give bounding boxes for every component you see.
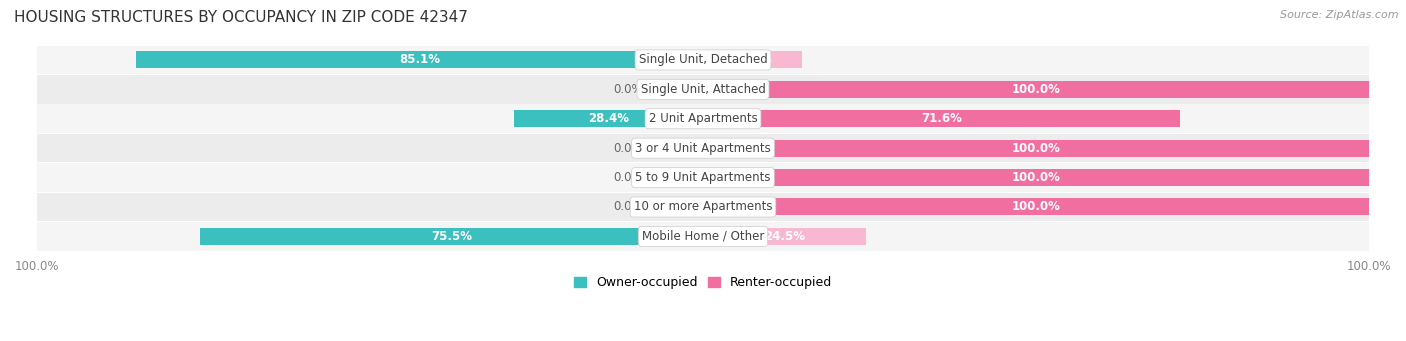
Bar (37, 134, 1369, 162)
Text: Mobile Home / Other: Mobile Home / Other (641, 230, 765, 243)
Text: HOUSING STRUCTURES BY OCCUPANCY IN ZIP CODE 42347: HOUSING STRUCTURES BY OCCUPANCY IN ZIP C… (14, 10, 468, 25)
Text: Source: ZipAtlas.com: Source: ZipAtlas.com (1281, 10, 1399, 20)
Text: 100.0%: 100.0% (1011, 142, 1060, 155)
Text: 3 or 4 Unit Apartments: 3 or 4 Unit Apartments (636, 142, 770, 155)
Text: 85.1%: 85.1% (399, 54, 440, 66)
Bar (703, 169, 1369, 186)
Bar (37, 75, 1369, 104)
Text: 100.0%: 100.0% (1011, 201, 1060, 213)
Bar (703, 228, 866, 245)
Text: 0.0%: 0.0% (613, 171, 643, 184)
Text: 100.0%: 100.0% (1011, 83, 1060, 96)
Bar (515, 110, 703, 127)
Text: 75.5%: 75.5% (432, 230, 472, 243)
Bar (650, 81, 703, 98)
Text: 28.4%: 28.4% (588, 112, 628, 125)
Text: 0.0%: 0.0% (613, 83, 643, 96)
Bar (650, 139, 703, 157)
Bar (703, 139, 1369, 157)
Bar (37, 104, 1369, 133)
Bar (201, 228, 703, 245)
Bar (37, 222, 1369, 251)
Text: Single Unit, Detached: Single Unit, Detached (638, 54, 768, 66)
Bar (650, 198, 703, 216)
Text: 2 Unit Apartments: 2 Unit Apartments (648, 112, 758, 125)
Bar (703, 51, 803, 69)
Bar (703, 81, 1369, 98)
Bar (136, 51, 703, 69)
Text: 14.9%: 14.9% (733, 54, 773, 66)
Text: 100.0%: 100.0% (1011, 171, 1060, 184)
Bar (37, 163, 1369, 192)
Bar (703, 198, 1369, 216)
Text: 0.0%: 0.0% (613, 201, 643, 213)
Bar (37, 46, 1369, 74)
Text: 0.0%: 0.0% (613, 142, 643, 155)
Text: 10 or more Apartments: 10 or more Apartments (634, 201, 772, 213)
Text: 71.6%: 71.6% (921, 112, 962, 125)
Bar (703, 110, 1180, 127)
Text: 24.5%: 24.5% (763, 230, 806, 243)
Text: Single Unit, Attached: Single Unit, Attached (641, 83, 765, 96)
Bar (650, 169, 703, 186)
Legend: Owner-occupied, Renter-occupied: Owner-occupied, Renter-occupied (568, 271, 838, 294)
Text: 5 to 9 Unit Apartments: 5 to 9 Unit Apartments (636, 171, 770, 184)
Bar (37, 193, 1369, 221)
